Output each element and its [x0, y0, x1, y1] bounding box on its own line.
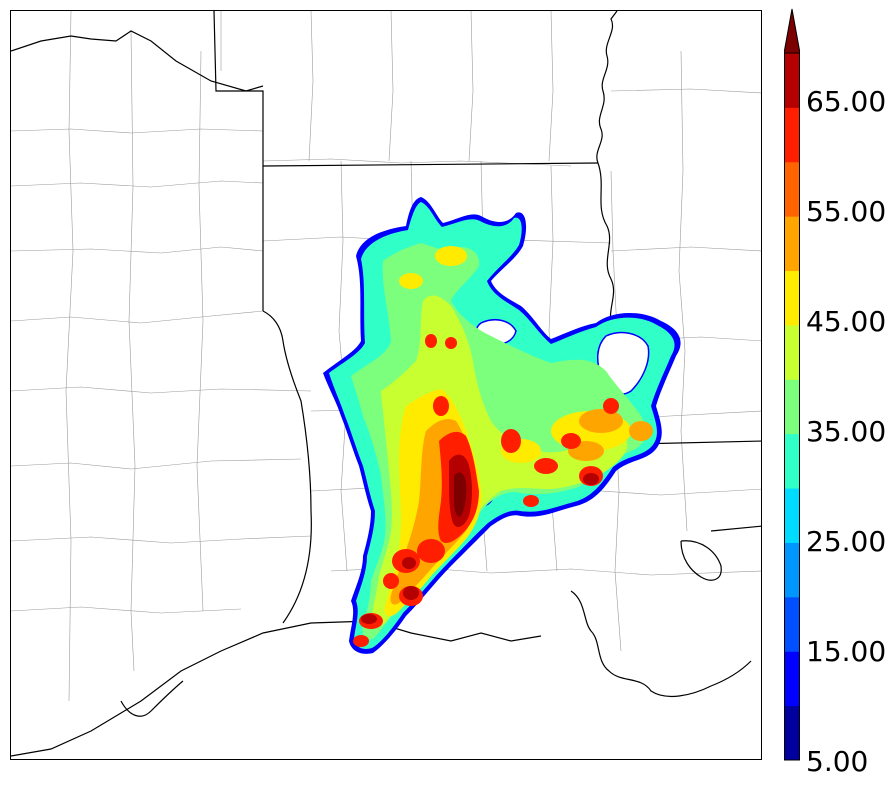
colorbar-segment — [784, 379, 800, 435]
colorbar-label-5: 5.00 — [806, 745, 869, 778]
colorbar-segment — [784, 107, 800, 163]
colorbar-segment — [784, 433, 800, 489]
colorbar-segment — [784, 270, 800, 326]
colorbar-segment — [784, 651, 800, 707]
colorbar-label-25: 25.00 — [806, 525, 887, 558]
reflectivity-field — [323, 197, 681, 654]
colorbar-extend-arrow — [784, 8, 800, 54]
colorbar-outline — [784, 52, 800, 761]
colorbar-segment — [784, 542, 800, 598]
colorbar-label-15: 15.00 — [806, 635, 887, 668]
reflectivity-map — [11, 11, 761, 757]
colorbar-label-35: 35.00 — [806, 415, 887, 448]
colorbar-segment — [784, 161, 800, 217]
colorbar-label-45: 45.00 — [806, 305, 887, 338]
colorbar-label-65: 65.00 — [806, 85, 887, 118]
map-panel[interactable] — [10, 10, 762, 760]
colorbar-segment — [784, 216, 800, 272]
colorbar-segment — [784, 705, 800, 761]
colorbar-segment — [784, 53, 800, 108]
state-boundaries — [11, 11, 761, 757]
colorbar-segment — [784, 324, 800, 380]
colorbar-label-55: 55.00 — [806, 195, 887, 228]
colorbar-segment — [784, 596, 800, 652]
colorbar-segment — [784, 488, 800, 543]
colorbar-scale — [784, 8, 800, 761]
